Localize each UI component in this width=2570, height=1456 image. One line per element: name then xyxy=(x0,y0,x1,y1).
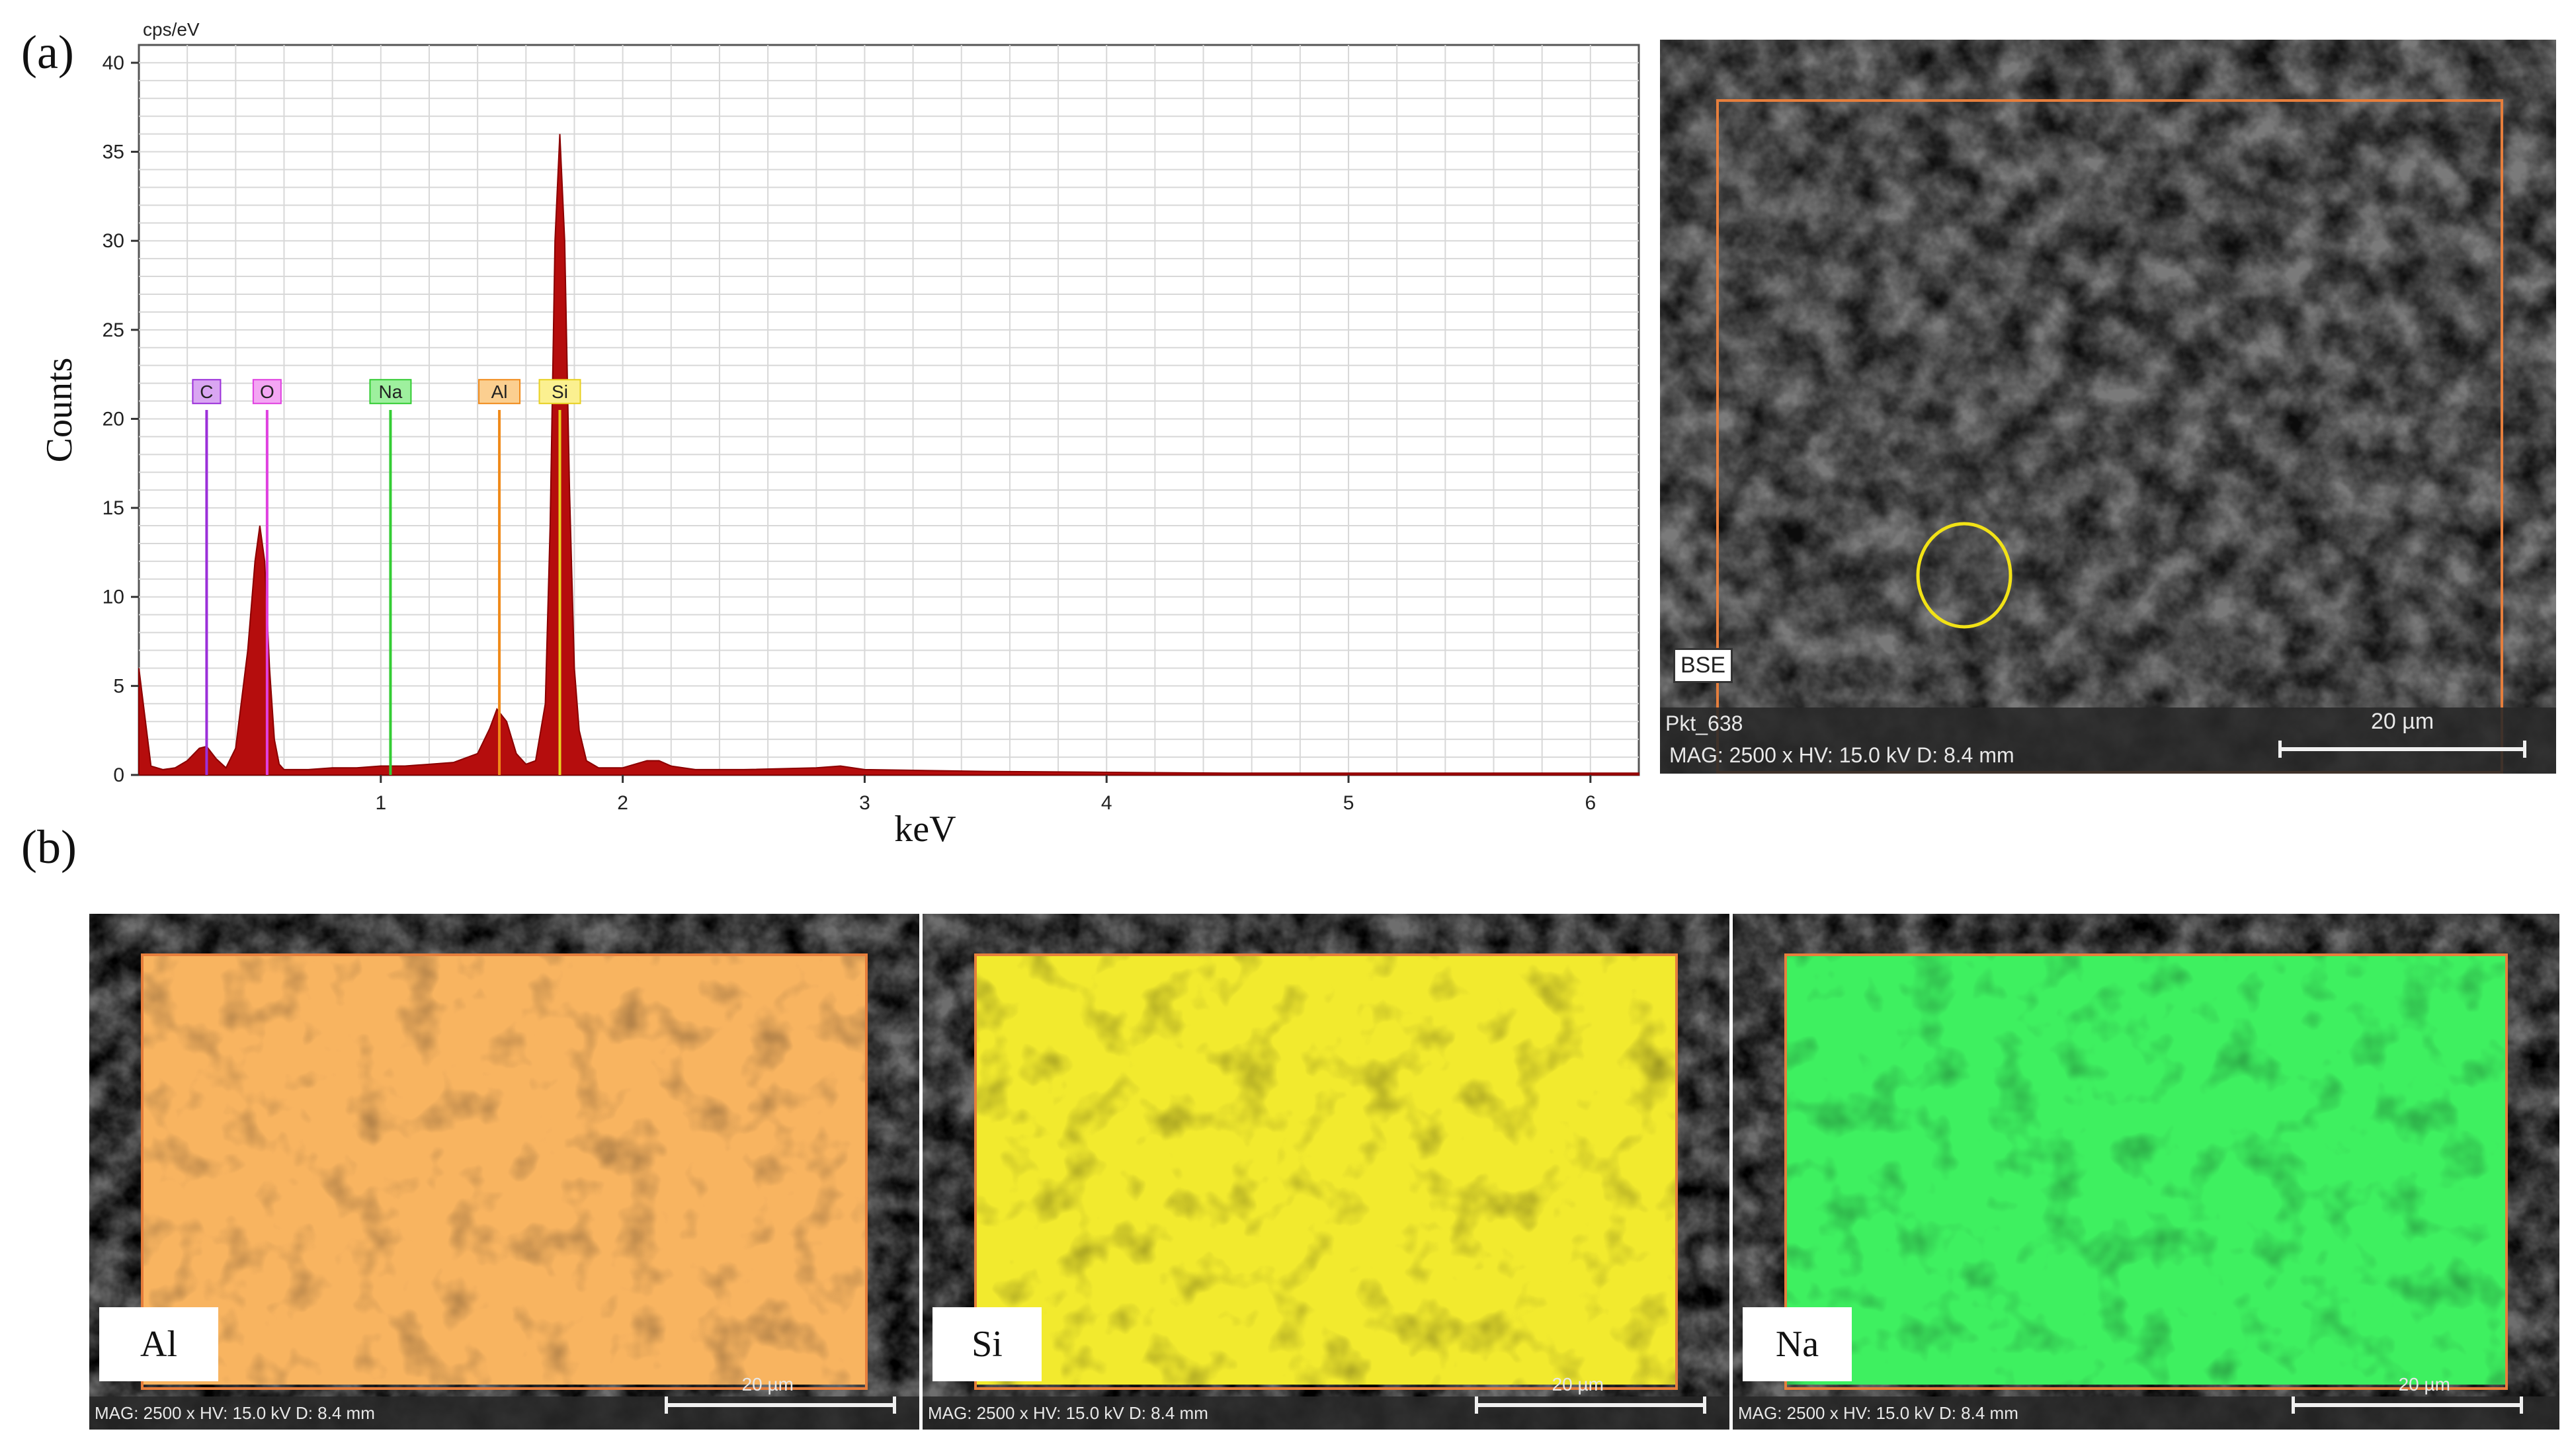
x-tick-label: 4 xyxy=(1101,792,1112,814)
x-tick-label: 3 xyxy=(859,792,870,814)
map-scale-label: 20 µm xyxy=(741,1374,794,1395)
marker-label-c: C xyxy=(200,382,213,402)
y-tick-label: 35 xyxy=(103,142,124,163)
map-element-label: Si xyxy=(933,1307,1042,1381)
plot-area xyxy=(138,44,1640,776)
sem-bse-image: BSE Pkt_638 MAG: 2500 x HV: 15.0 kV D: 8… xyxy=(1660,40,2556,774)
sem-micrograph xyxy=(1660,40,2556,774)
sem-info-bar: Pkt_638 MAG: 2500 x HV: 15.0 kV D: 8.4 m… xyxy=(1660,708,2556,774)
analysis-region-box xyxy=(1716,99,2503,774)
detector-badge: BSE xyxy=(1673,648,1733,683)
map-region-box xyxy=(1784,953,2508,1390)
panel-a-label: (a) xyxy=(21,26,74,79)
x-tick-label: 5 xyxy=(1343,792,1354,814)
y-tick-label: 40 xyxy=(103,52,124,74)
marker-label-na: Na xyxy=(379,382,403,402)
x-axis-title: keV xyxy=(894,809,956,850)
y-tick-label: 25 xyxy=(103,319,124,341)
marker-badge-si xyxy=(538,379,581,405)
map-info-bar: MAG: 2500 x HV: 15.0 kV D: 8.4 mm 20 µm xyxy=(89,1374,919,1430)
map-element-label: Al xyxy=(99,1307,218,1381)
marker-label-o: O xyxy=(260,382,274,402)
y-tick-label: 10 xyxy=(103,586,124,608)
panel-b-label: (b) xyxy=(21,821,77,873)
y-tick-label: 15 xyxy=(103,497,124,519)
map-scale-label: 20 µm xyxy=(2398,1374,2450,1395)
map-scale-label: 20 µm xyxy=(1552,1374,1604,1395)
y-axis-title: Counts xyxy=(39,358,80,463)
map-region-box xyxy=(974,953,1678,1390)
map-scale-bar xyxy=(1475,1396,1706,1414)
map-background xyxy=(1733,914,2559,1430)
y-tick-label: 20 xyxy=(103,408,124,430)
map-info-bar: MAG: 2500 x HV: 15.0 kV D: 8.4 mm 20 µm xyxy=(923,1374,1729,1430)
element-map-al: Al MAG: 2500 x HV: 15.0 kV D: 8.4 mm 20 µm xyxy=(89,914,919,1430)
map-scale-bar xyxy=(665,1396,896,1414)
element-map-si: Si MAG: 2500 x HV: 15.0 kV D: 8.4 mm 20 µm xyxy=(923,914,1729,1430)
marker-badge-al xyxy=(478,379,521,405)
marker-badge-o xyxy=(252,379,282,405)
map-element-label: Na xyxy=(1743,1307,1852,1381)
spectrum-area xyxy=(138,134,1639,776)
marker-label-si: Si xyxy=(552,382,568,402)
sem-meta: MAG: 2500 x HV: 15.0 kV D: 8.4 mm xyxy=(1669,743,2014,767)
y-tick-label: 0 xyxy=(113,764,124,786)
map-meta: MAG: 2500 x HV: 15.0 kV D: 8.4 mm xyxy=(95,1403,375,1423)
scale-bar xyxy=(2278,741,2526,758)
map-region-box xyxy=(141,953,868,1390)
map-meta: MAG: 2500 x HV: 15.0 kV D: 8.4 mm xyxy=(928,1403,1208,1423)
x-tick-label: 1 xyxy=(375,792,386,814)
x-tick-label: 2 xyxy=(617,792,628,814)
map-meta: MAG: 2500 x HV: 15.0 kV D: 8.4 mm xyxy=(1738,1403,2018,1423)
marker-label-al: Al xyxy=(491,382,508,402)
map-background xyxy=(923,914,1729,1430)
scale-label: 20 µm xyxy=(2371,709,2434,734)
x-tick-label: 6 xyxy=(1585,792,1596,814)
element-map-na: Na MAG: 2500 x HV: 15.0 kV D: 8.4 mm 20 µm xyxy=(1733,914,2559,1430)
map-scale-bar xyxy=(2292,1396,2523,1414)
edx-spectrum-chart: 0 5 10 15 20 25 30 35 40 1 2 3 4 5 6 cps/eV keV Counts C O N… xyxy=(39,19,1640,850)
point-label: Pkt_638 xyxy=(1665,711,1743,735)
map-background xyxy=(89,914,919,1430)
y-unit-label: cps/eV xyxy=(143,19,200,40)
point-marker-circle xyxy=(1916,522,2012,629)
y-tick-label: 5 xyxy=(113,675,124,697)
marker-badge-na xyxy=(369,379,412,405)
map-info-bar: MAG: 2500 x HV: 15.0 kV D: 8.4 mm 20 µm xyxy=(1733,1374,2559,1430)
y-tick-label: 30 xyxy=(103,230,124,252)
marker-badge-c xyxy=(192,379,222,405)
